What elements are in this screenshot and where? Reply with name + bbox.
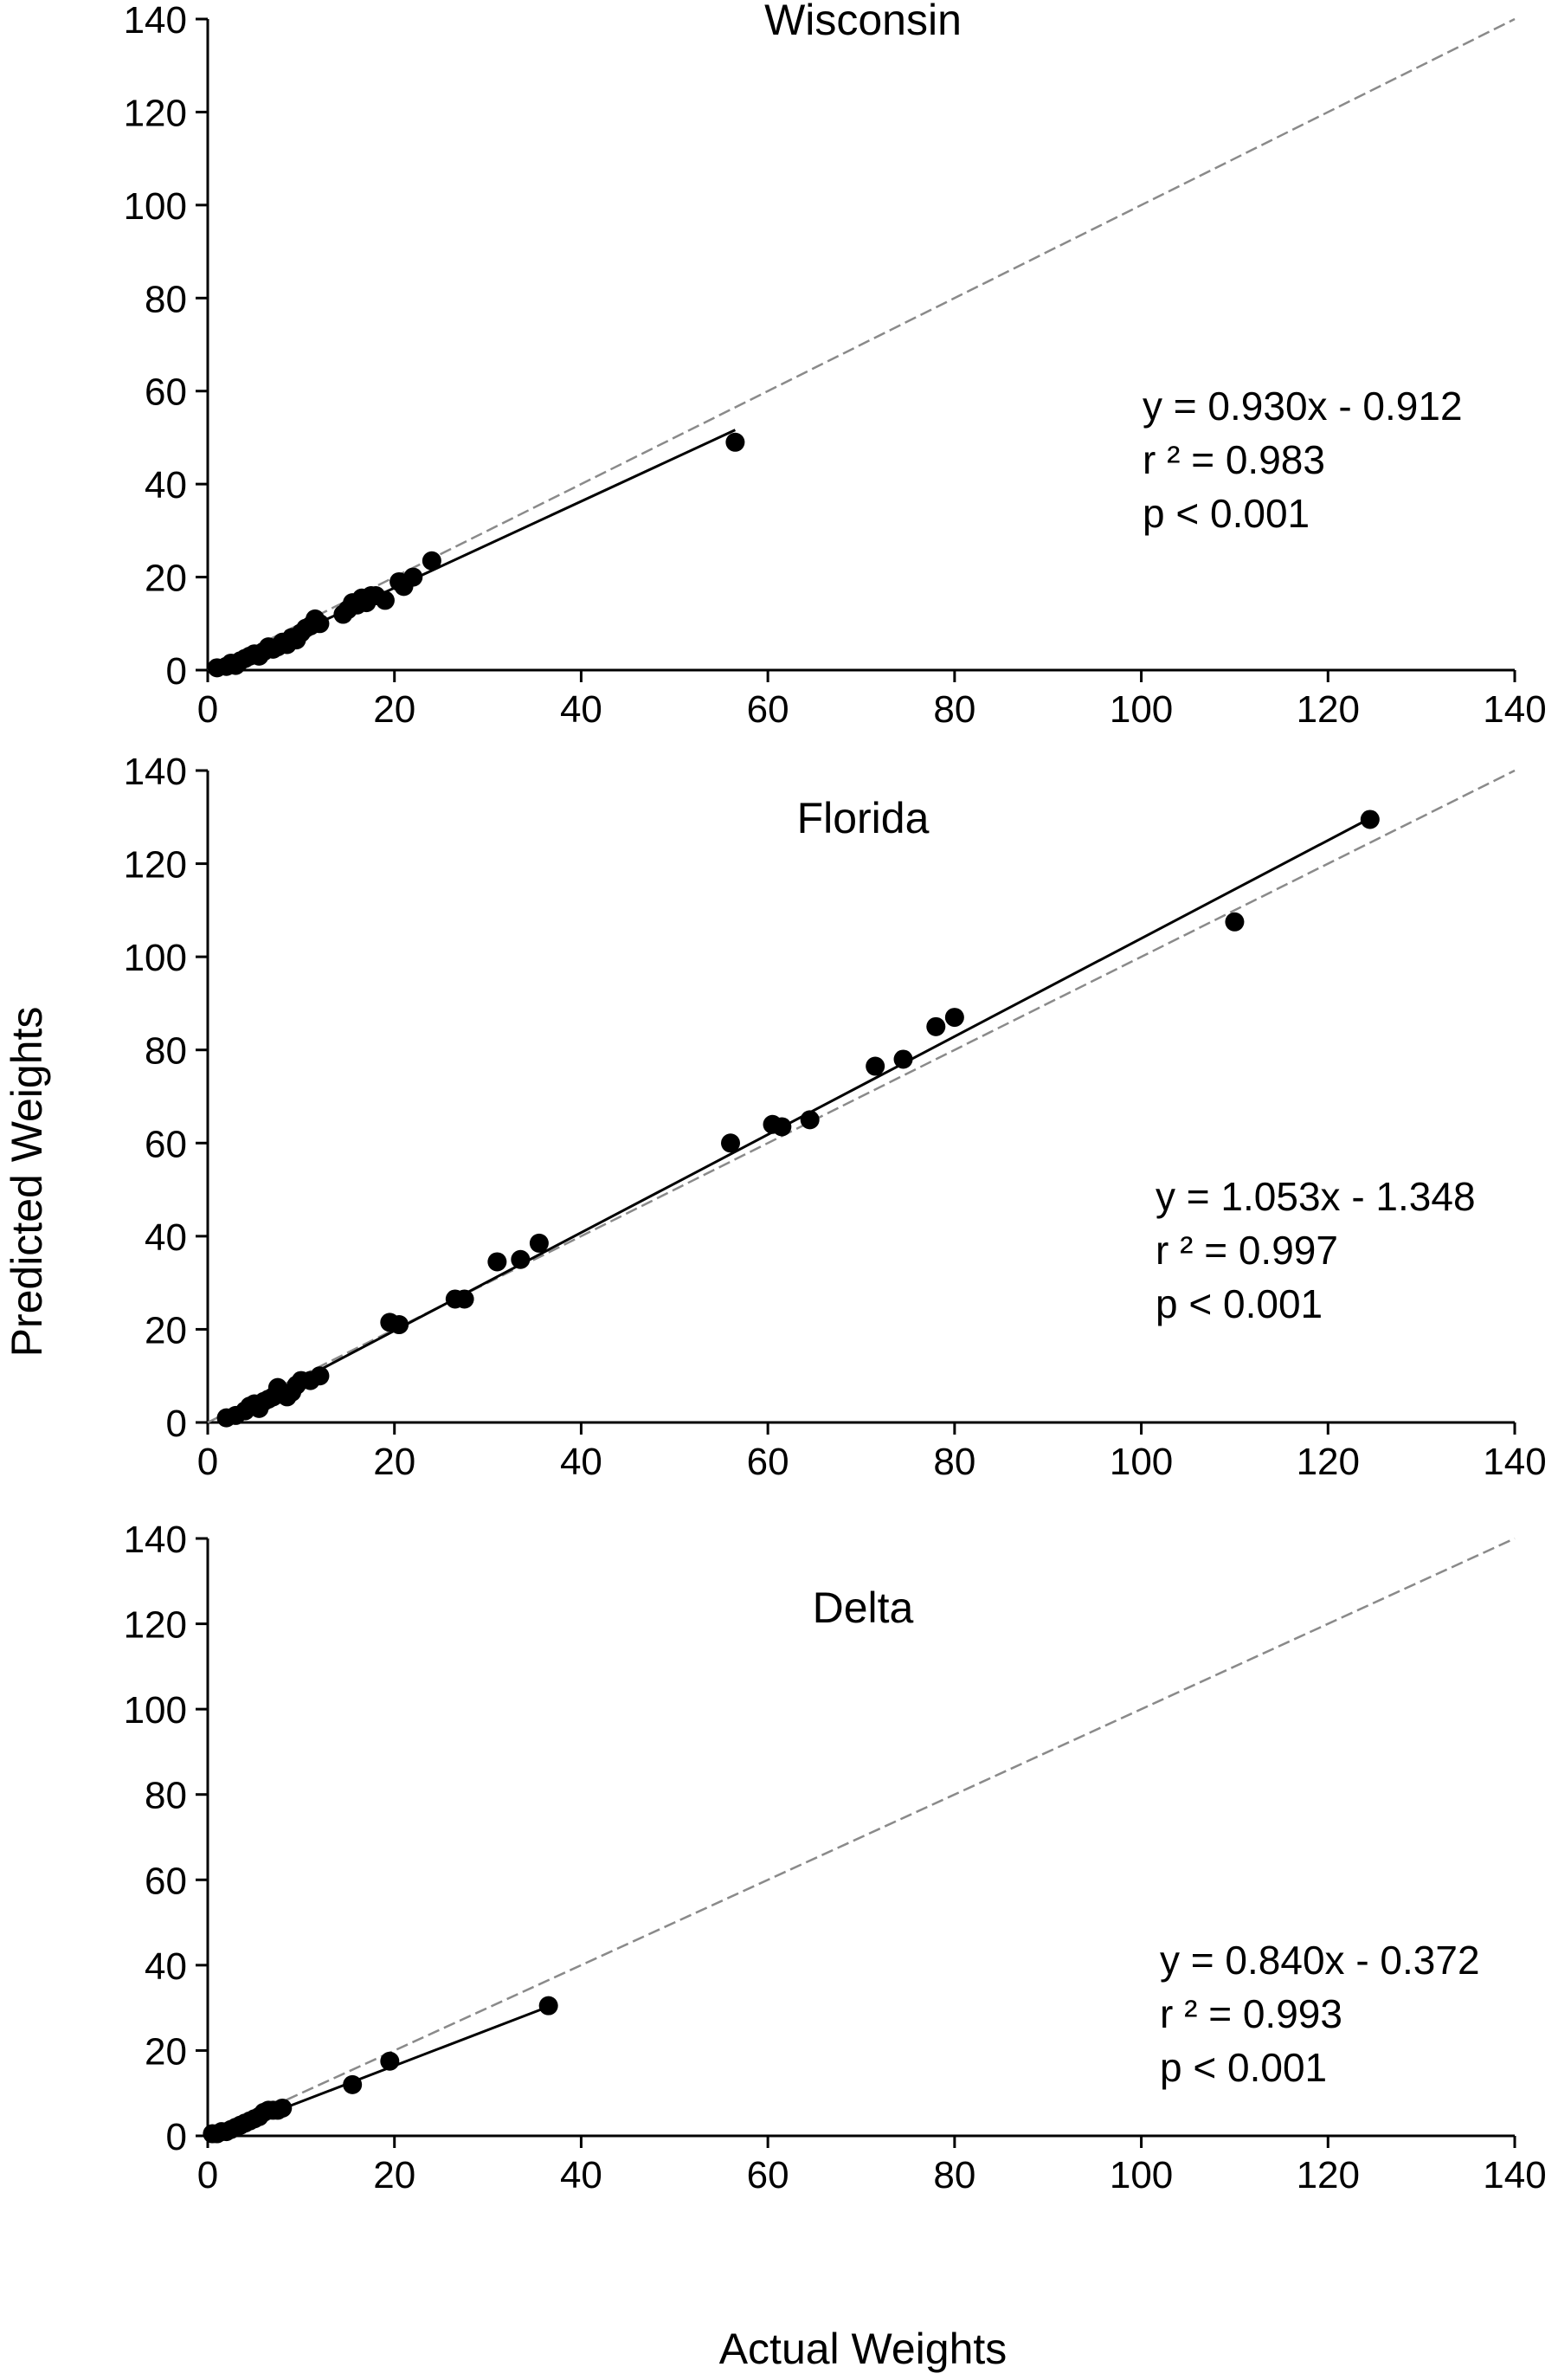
y-tick-label: 60: [145, 371, 187, 414]
x-tick-label: 20: [373, 2154, 415, 2196]
data-point: [725, 432, 745, 452]
y-tick-label: 60: [145, 1860, 187, 1902]
data-point: [1360, 809, 1380, 829]
x-tick-label: 140: [1483, 2154, 1546, 2196]
x-tick-label: 140: [1483, 688, 1546, 731]
data-point: [310, 1366, 330, 1386]
x-tick-label: 100: [1110, 2154, 1173, 2196]
data-point: [343, 2074, 363, 2094]
stat-equation: y = 1.053x - 1.348: [1156, 1174, 1476, 1219]
y-tick-label: 140: [124, 1519, 187, 1561]
x-tick-label: 40: [560, 688, 602, 731]
data-point: [800, 1110, 820, 1130]
y-tick-label: 80: [145, 1030, 187, 1073]
y-tick-label: 40: [145, 1945, 187, 1988]
y-tick-label: 20: [145, 2030, 187, 2073]
y-tick-label: 120: [124, 844, 187, 887]
x-tick-label: 120: [1297, 688, 1360, 731]
x-tick-label: 60: [747, 688, 789, 731]
y-tick-label: 80: [145, 1775, 187, 1817]
y-tick-label: 0: [166, 1403, 187, 1445]
data-point: [926, 1016, 946, 1036]
x-tick-label: 40: [560, 1441, 602, 1483]
x-tick-label: 0: [197, 1441, 218, 1483]
x-tick-label: 80: [933, 1441, 975, 1483]
data-point: [422, 551, 441, 571]
x-tick-label: 40: [560, 2154, 602, 2196]
data-point: [772, 1117, 792, 1137]
y-tick-label: 120: [124, 92, 187, 134]
x-axis-label: Actual Weights: [719, 2325, 1008, 2373]
y-tick-label: 100: [124, 185, 187, 228]
panel-title: Wisconsin: [764, 0, 962, 44]
x-tick-label: 120: [1297, 1441, 1360, 1483]
x-tick-label: 140: [1483, 1441, 1546, 1483]
data-point: [538, 1996, 558, 2016]
y-tick-label: 60: [145, 1123, 187, 1165]
y-tick-label: 0: [166, 2116, 187, 2158]
data-point: [1225, 912, 1245, 932]
x-tick-label: 0: [197, 688, 218, 731]
panel-florida: 0 20 40 60 80 100 120 140 0 20 40 60 80 100 120 140 Flor…: [124, 751, 1547, 1483]
x-tick-label: 80: [933, 688, 975, 731]
x-tick-label: 60: [747, 1441, 789, 1483]
y-tick-label: 40: [145, 1216, 187, 1259]
y-tick-label: 100: [124, 937, 187, 979]
x-tick-label: 0: [197, 2154, 218, 2196]
y-tick-label: 120: [124, 1604, 187, 1647]
x-tick-label: 100: [1110, 688, 1173, 731]
reference-line: [207, 1537, 1516, 2138]
x-tick-label: 20: [373, 688, 415, 731]
regression-line: [221, 816, 1371, 1423]
data-point: [380, 2051, 400, 2071]
data-point: [893, 1049, 913, 1069]
stat-equation: y = 0.840x - 0.372: [1160, 1938, 1480, 1983]
y-tick-label: 20: [145, 1309, 187, 1351]
data-point: [511, 1249, 531, 1269]
data-point: [454, 1289, 474, 1309]
panel-title: Florida: [797, 794, 930, 842]
data-point: [487, 1252, 507, 1272]
stat-p: p < 0.001: [1143, 491, 1310, 536]
panel-wisconsin: 0 20 40 60 80 100 120 140 0 20 40 60 80 100 120 140 Wisc…: [124, 0, 1547, 731]
panel-delta: 0 20 40 60 80 100 120 140 0 20 40 60 80 100 120 140 Delt…: [124, 1519, 1547, 2196]
y-tick-label: 20: [145, 558, 187, 600]
stat-r2: r ² = 0.983: [1143, 437, 1325, 482]
stat-r2: r ² = 0.997: [1156, 1228, 1338, 1273]
panel-title: Delta: [813, 1583, 914, 1632]
data-point: [721, 1133, 740, 1153]
data-point: [310, 614, 330, 634]
x-tick-label: 100: [1110, 1441, 1173, 1483]
data-point: [273, 2098, 293, 2118]
reference-line: [207, 17, 1516, 672]
data-point: [403, 567, 423, 587]
y-tick-label: 40: [145, 464, 187, 506]
stat-p: p < 0.001: [1156, 1281, 1323, 1326]
data-point: [529, 1233, 549, 1253]
data-point: [390, 1315, 409, 1335]
stat-p: p < 0.001: [1160, 2045, 1327, 2090]
x-tick-label: 60: [747, 2154, 789, 2196]
x-tick-label: 20: [373, 1441, 415, 1483]
x-tick-label: 120: [1297, 2154, 1360, 2196]
y-tick-label: 140: [124, 751, 187, 793]
y-tick-label: 0: [166, 650, 187, 693]
x-tick-label: 80: [933, 2154, 975, 2196]
y-tick-label: 100: [124, 1689, 187, 1732]
stat-r2: r ² = 0.993: [1160, 1991, 1342, 2036]
stat-equation: y = 0.930x - 0.912: [1143, 384, 1463, 429]
data-point: [866, 1056, 885, 1076]
y-tick-label: 80: [145, 278, 187, 320]
data-point: [375, 590, 395, 610]
data-point: [944, 1008, 964, 1028]
y-tick-label: 140: [124, 0, 187, 42]
y-axis-label: Predicted Weights: [3, 1007, 51, 1358]
